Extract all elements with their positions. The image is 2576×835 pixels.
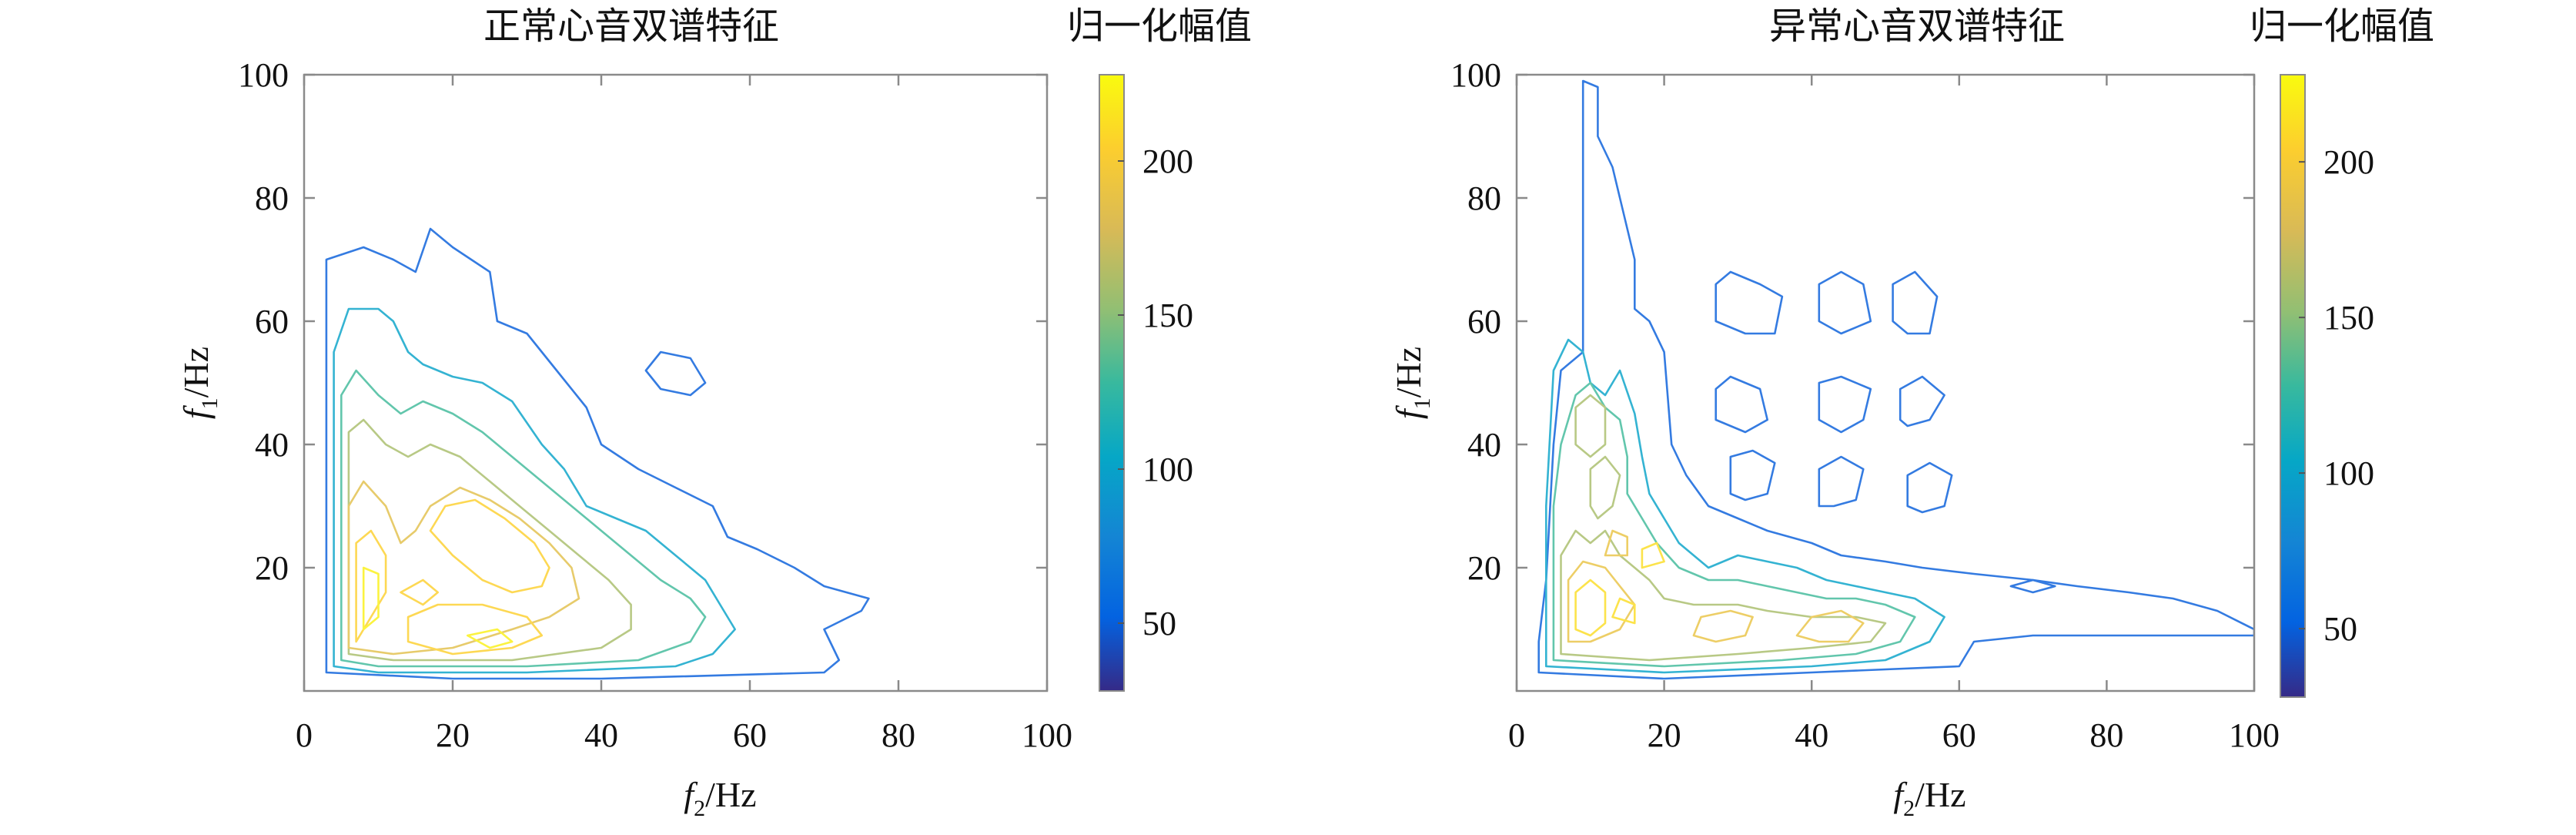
contour-line-50	[1892, 270, 1939, 335]
abnormal-heart-sound-panel: 异常心音双谱特征 0 20 40 60 80 100 20 40 60 80 100 f2/Hz f1/H…	[1389, 5, 2434, 821]
contour-line-50	[1818, 375, 1872, 434]
contour-line-130	[340, 369, 707, 668]
contour-line-212	[1574, 578, 1607, 637]
chart-title: 正常心音双谱特征	[483, 5, 779, 48]
colorbar-tick-label: 200	[1142, 143, 1193, 180]
y-tick-label: 20	[255, 549, 289, 587]
colorbar-tick-label: 200	[2323, 143, 2374, 181]
contour-line-222	[467, 628, 514, 649]
contour-line-160	[347, 418, 632, 662]
contour-line-100	[333, 307, 736, 674]
contour-line-50	[2009, 578, 2056, 594]
contour-line-205	[429, 498, 550, 594]
contour-line-190	[1795, 609, 1865, 643]
y-tick-label: 100	[1450, 56, 1501, 94]
contour-line-212	[1641, 542, 1665, 569]
y-axis-label: f1/Hz	[1389, 347, 1435, 419]
contour-line-222	[362, 566, 380, 631]
x-tick-label: 80	[882, 716, 915, 754]
contour-group	[325, 227, 870, 680]
contour-line-130	[1552, 381, 1916, 668]
contour-line-160	[1589, 455, 1621, 520]
colorbar	[1099, 74, 1125, 692]
y-tick-label: 80	[1467, 179, 1501, 217]
contour-line-50	[1715, 375, 1768, 434]
contour-line-212	[1611, 597, 1636, 625]
x-tick-label: 80	[2089, 716, 2123, 754]
contour-line-190	[1692, 609, 1754, 643]
y-tick-label: 40	[1467, 426, 1501, 464]
x-tick-label: 20	[436, 716, 470, 754]
colorbar-tick-label: 100	[1142, 451, 1193, 488]
x-tick-label: 100	[2229, 716, 2280, 754]
contour-line-50	[1729, 449, 1776, 501]
contour-line-160	[1574, 394, 1607, 458]
contour-line-100	[1545, 338, 1945, 674]
x-tick-label: 60	[733, 716, 767, 754]
colorbar-tick-label: 150	[2323, 299, 2374, 337]
contour-group	[1537, 79, 2254, 680]
contour-line-205	[400, 578, 439, 606]
contour-line-185	[347, 480, 580, 656]
contour-line-50	[1818, 270, 1872, 335]
x-axis-label: f2/Hz	[684, 775, 756, 821]
colorbar-tick-label: 100	[2323, 454, 2374, 492]
x-tick-label: 40	[584, 716, 618, 754]
colorbar-tick-label: 50	[2323, 610, 2357, 648]
x-tick-label: 100	[1022, 716, 1072, 754]
colorbar-title: 归一化幅值	[1067, 5, 1252, 48]
colorbar-title: 归一化幅值	[2250, 5, 2434, 48]
y-tick-label: 60	[255, 303, 289, 340]
contour-line-50	[1537, 79, 2254, 680]
y-tick-label: 100	[238, 56, 289, 94]
y-tick-label: 40	[255, 426, 289, 464]
y-tick-label: 80	[255, 179, 289, 217]
contour-line-50	[1906, 461, 1953, 514]
y-tick-label: 60	[1467, 303, 1501, 340]
plot-frame	[303, 73, 1049, 692]
contour-line-190	[1604, 529, 1628, 557]
contour-line-50	[644, 350, 707, 397]
x-tick-label: 0	[1508, 716, 1525, 754]
colorbar-tick-label: 150	[1142, 297, 1193, 334]
x-tick-label: 0	[296, 716, 313, 754]
y-axis-label: f1/Hz	[176, 347, 222, 419]
contour-line-50	[1715, 270, 1784, 335]
colorbar	[2280, 74, 2306, 698]
contour-line-50	[1818, 455, 1865, 508]
contour-line-205	[406, 603, 544, 656]
x-axis-label: f2/Hz	[1893, 775, 1965, 821]
contour-line-205	[355, 529, 387, 643]
y-tick-label: 20	[1467, 549, 1501, 587]
x-tick-label: 40	[1795, 716, 1828, 754]
x-tick-label: 20	[1648, 716, 1681, 754]
chart-title: 异常心音双谱特征	[1769, 5, 2065, 48]
plot-frame	[1515, 73, 2256, 692]
normal-heart-sound-panel: 正常心音双谱特征 0 20 40 60 80 100 20 40 60 80 100 f2/Hz f1/H…	[176, 5, 1252, 821]
contour-line-160	[1560, 529, 1887, 662]
contour-line-50	[1899, 375, 1945, 428]
contour-line-190	[1567, 560, 1636, 643]
colorbar-tick-label: 50	[1142, 605, 1176, 642]
x-tick-label: 60	[1942, 716, 1976, 754]
contour-line-50	[325, 227, 870, 680]
